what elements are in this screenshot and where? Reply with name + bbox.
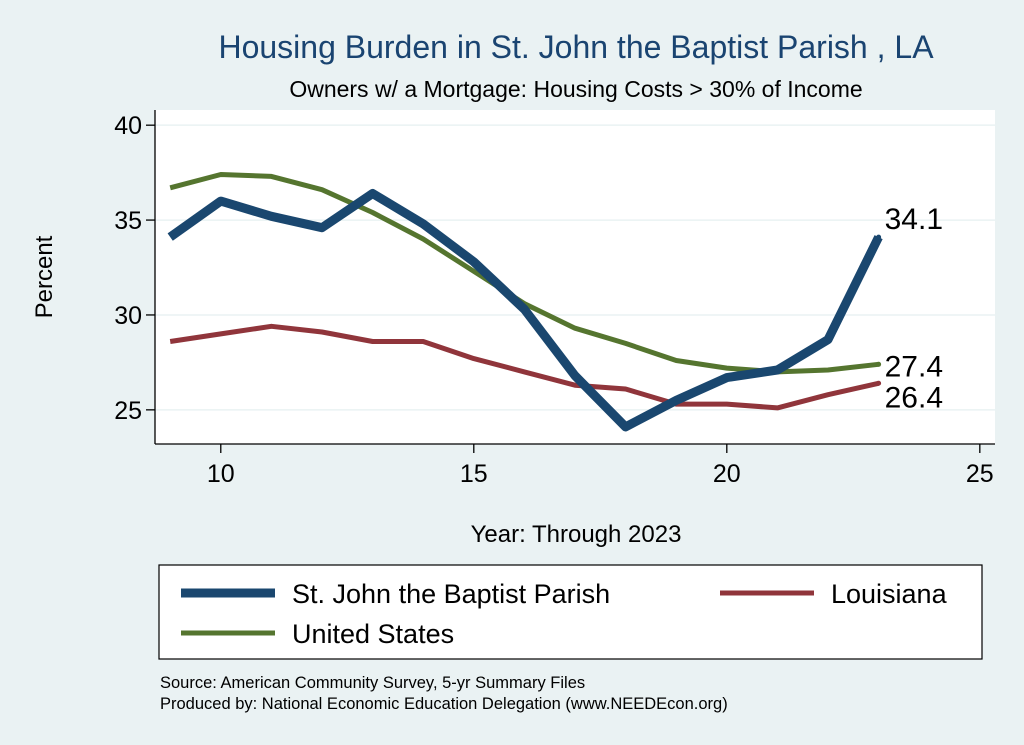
producer-note: Produced by: National Economic Education…	[160, 695, 728, 713]
x-tick-label: 15	[460, 460, 488, 488]
end-label-united-states: 27.4	[885, 350, 943, 383]
end-point-st-john	[876, 234, 882, 240]
y-tick-label: 35	[114, 207, 142, 235]
legend: St. John the Baptist Parish Louisiana Un…	[158, 564, 983, 660]
source-note: Source: American Community Survey, 5-yr …	[160, 674, 585, 692]
y-tick-label: 25	[114, 397, 142, 425]
end-labels: 34.1 26.427.4	[876, 203, 943, 414]
x-tick-label: 20	[713, 460, 741, 488]
legend-label-louisiana: Louisiana	[831, 579, 948, 609]
chart-title: Housing Burden in St. John the Baptist P…	[218, 29, 934, 65]
legend-label-st-john: St. John the Baptist Parish	[292, 579, 610, 609]
end-point-united-states	[876, 361, 882, 367]
axes	[154, 110, 995, 445]
y-tick-label: 40	[114, 112, 142, 140]
x-axis-title: Year: Through 2023	[471, 521, 682, 548]
x-tick-label: 25	[966, 460, 994, 488]
chart-subtitle: Owners w/ a Mortgage: Housing Costs > 30…	[289, 76, 862, 102]
plot-area	[155, 110, 995, 444]
end-label-louisiana: 26.4	[885, 381, 943, 414]
legend-box	[158, 564, 983, 660]
x-tick-label: 10	[207, 460, 235, 488]
y-axis-ticks: 25 30 35 40	[114, 112, 155, 425]
series-line-louisiana	[169, 323, 880, 411]
x-axis-ticks: 10 15 20 25	[207, 444, 994, 488]
y-axis-title: Percent	[31, 235, 58, 318]
series-lines	[167, 172, 883, 432]
end-point-louisiana	[876, 380, 882, 386]
series-line-st-john	[167, 189, 883, 432]
legend-label-united-states: United States	[292, 619, 454, 649]
y-tick-label: 30	[114, 302, 142, 330]
end-label-st-john: 34.1	[885, 203, 943, 236]
